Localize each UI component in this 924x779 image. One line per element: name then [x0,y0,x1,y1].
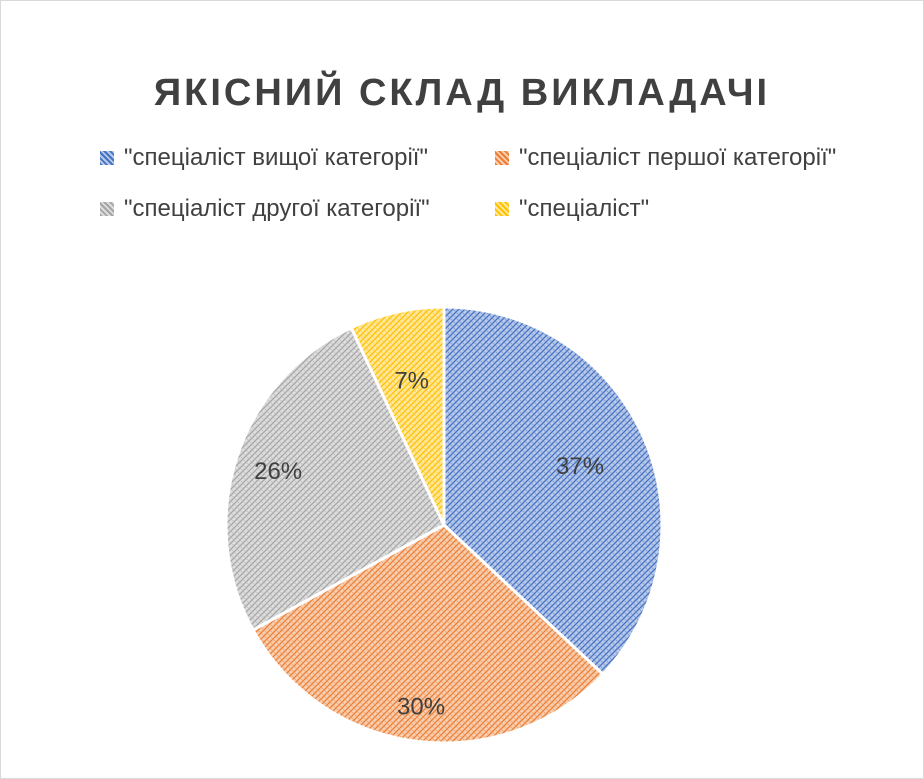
legend-item-spetsialist: "спеціаліст" [495,195,649,223]
legend-label: "спеціаліст" [519,195,650,222]
legend-label: "спеціаліст вищої категорії" [124,144,428,171]
legend-item-pershoi: "спеціаліст першої категорії" [495,144,836,172]
slice-vyshchoi [442,305,664,677]
legend-swatch [495,202,509,216]
label-vyshchoi: 37% [556,453,604,480]
legend-swatch [100,151,114,165]
label-pershoi: 30% [397,694,445,721]
slice-spetsialist [349,305,446,526]
label-spetsialist: 7% [394,367,429,394]
slice-druhoi [224,325,446,633]
legend-item-vyshchoi: "спеціаліст вищої категорії" [100,144,428,172]
legend-item-druhoi: "спеціаліст другої категорії" [100,195,430,223]
legend-label: "спеціаліст першої категорії" [519,144,837,171]
legend-label: "спеціаліст другої категорії" [124,195,430,222]
legend-swatch [495,151,509,165]
label-druhoi: 26% [254,458,302,485]
chart-title: ЯКІСНИЙ СКЛАД ВИКЛАДАЧІ [153,72,771,114]
slice-pershoi [250,523,606,745]
legend-swatch [100,202,114,216]
